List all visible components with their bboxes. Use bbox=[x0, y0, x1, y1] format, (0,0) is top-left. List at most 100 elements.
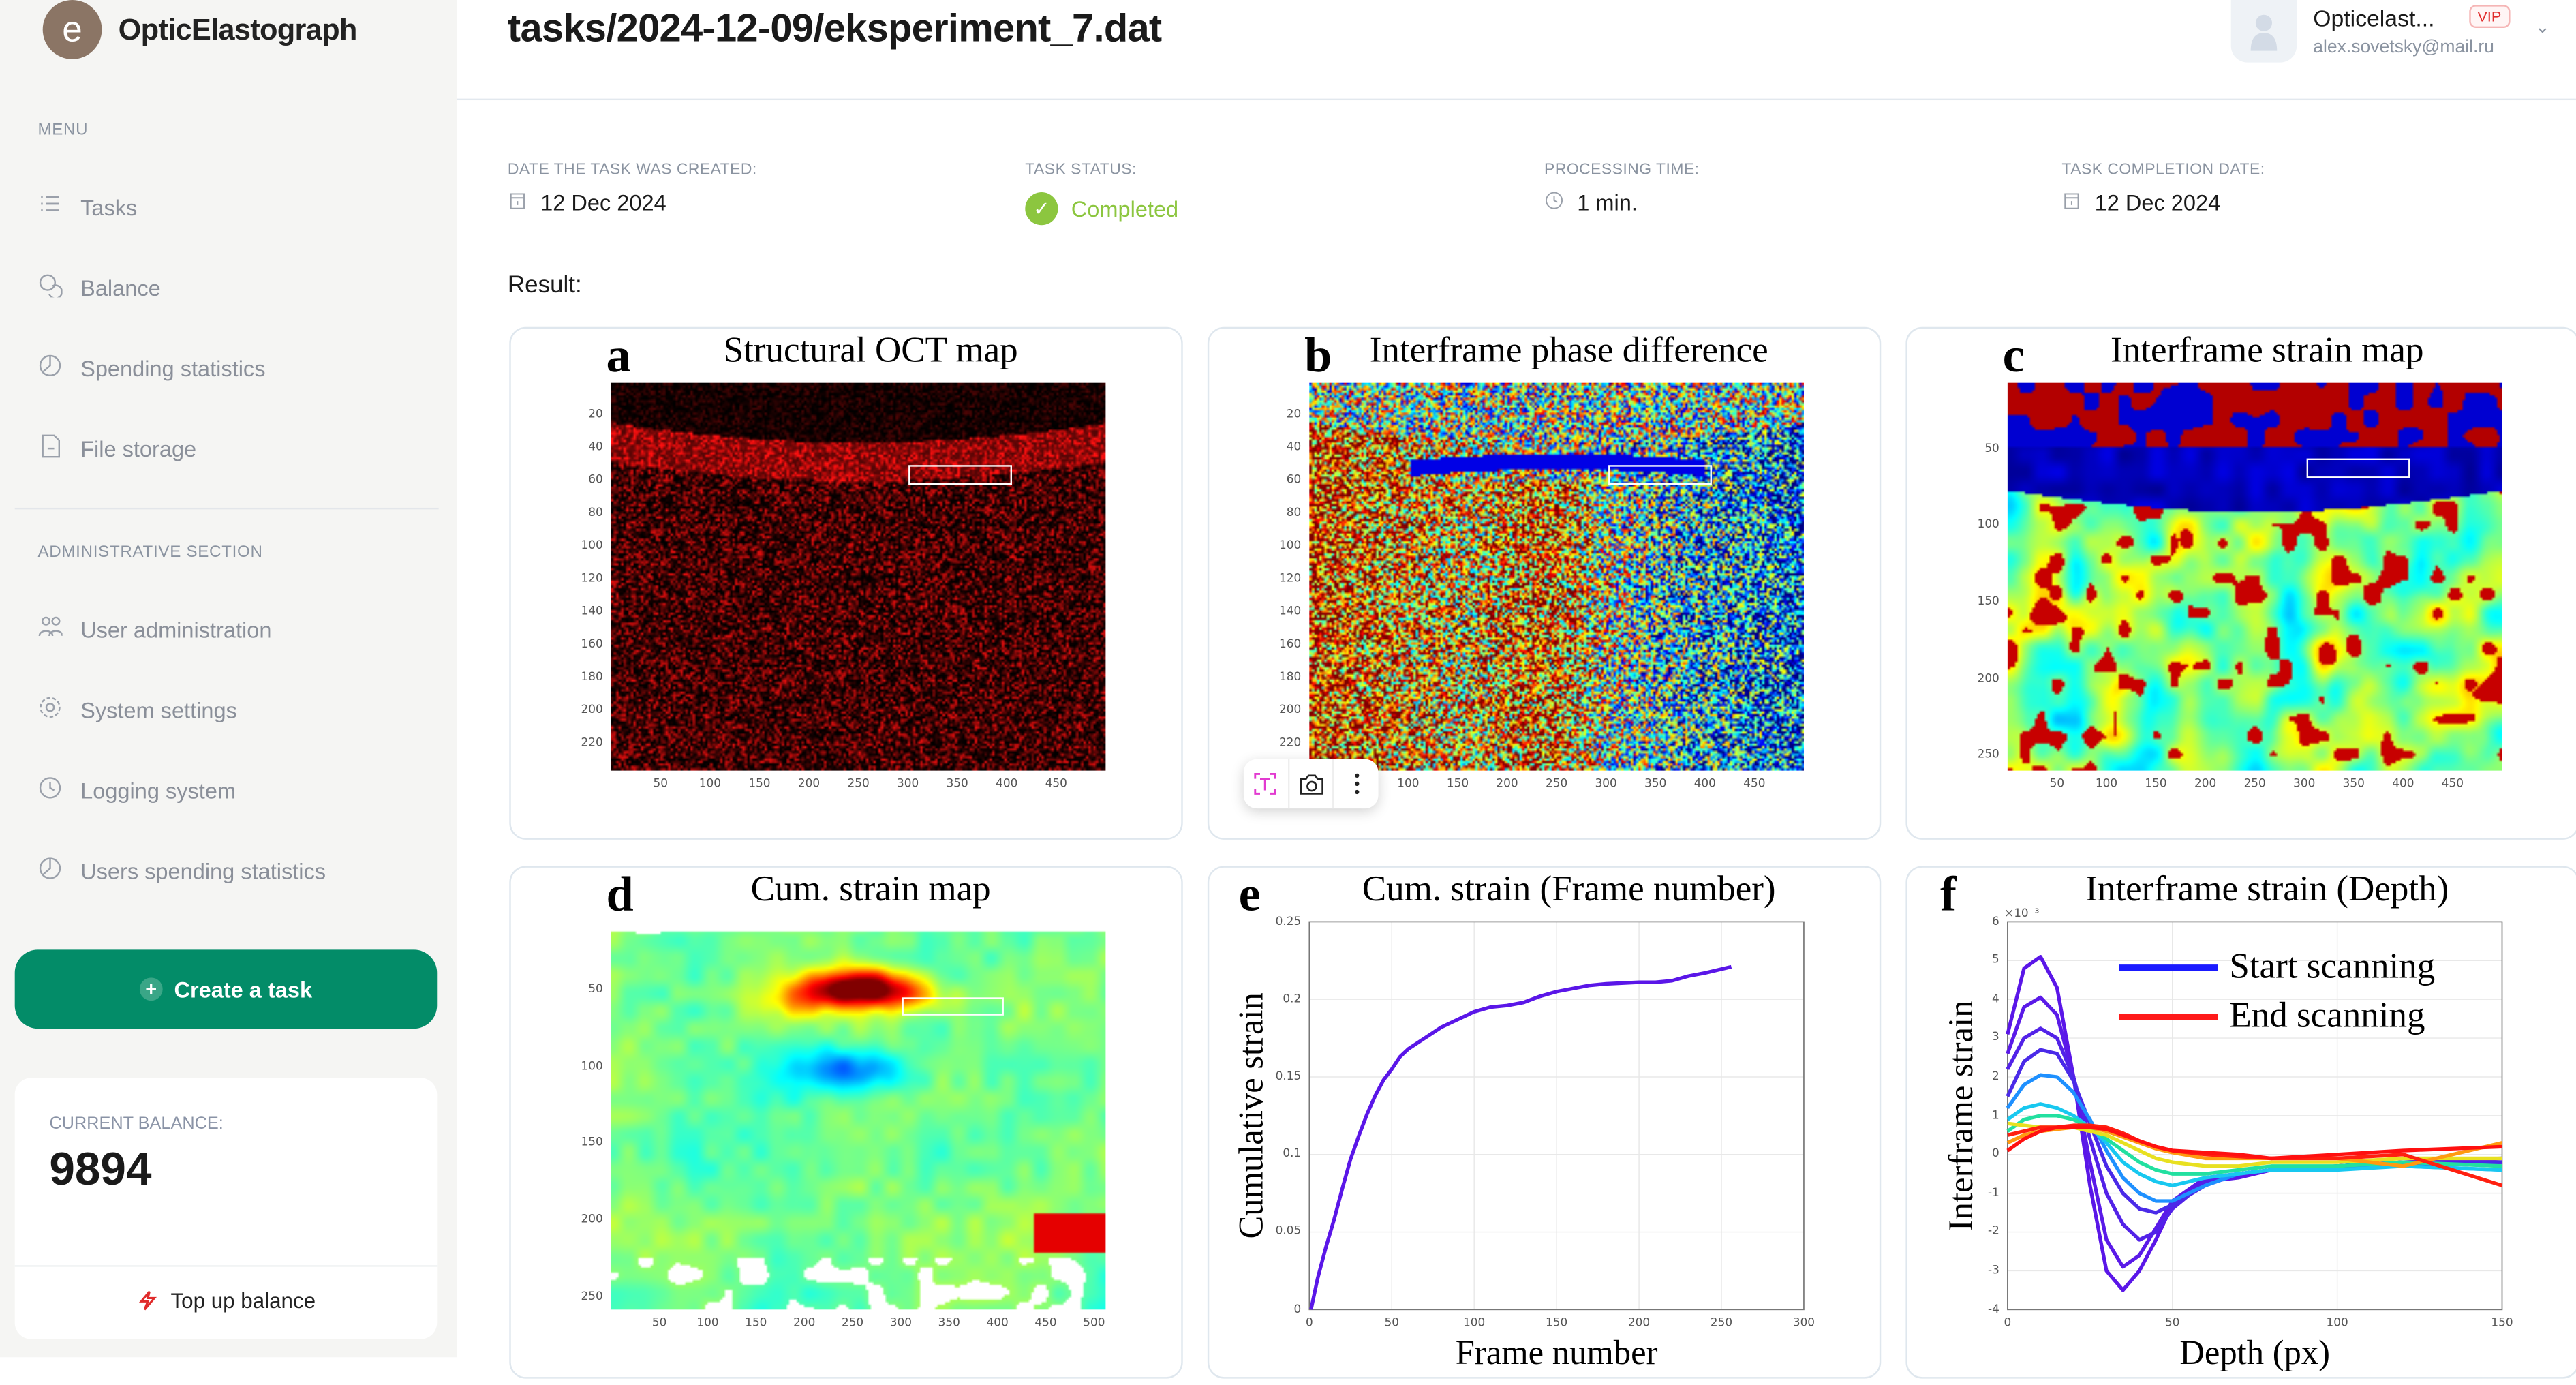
chart-svg bbox=[2006, 921, 2503, 1311]
tick-label: 2 bbox=[1992, 1069, 1999, 1083]
tick-label: 0.05 bbox=[1275, 1224, 1302, 1238]
sidebar-item-spending-statistics[interactable]: Spending statistics bbox=[37, 353, 265, 382]
tick-label: 0.1 bbox=[1283, 1146, 1302, 1161]
tick-label: 100 bbox=[581, 1059, 603, 1073]
tick-label: 400 bbox=[996, 777, 1018, 791]
tick-label: -3 bbox=[1987, 1263, 1999, 1277]
tick-label: 450 bbox=[2441, 777, 2464, 791]
panel-d: d Cum. strain map 50 100 150 200 250 300 350 400 4… bbox=[509, 866, 1183, 1379]
tick-label: 1 bbox=[1992, 1108, 1999, 1122]
tick-label: 150 bbox=[1446, 777, 1469, 791]
chart-letter: e bbox=[1238, 867, 1261, 922]
sidebar-item-balance[interactable]: Balance bbox=[37, 273, 161, 302]
info-value-text: 12 Dec 2024 bbox=[540, 190, 666, 215]
sidebar-item-label: User administration bbox=[80, 617, 272, 642]
chart-title: Interframe strain (Depth) bbox=[2085, 867, 2449, 909]
tick-label: 350 bbox=[946, 777, 968, 791]
info-value-2: 1 min. bbox=[1544, 191, 1638, 215]
create-task-label: Create a task bbox=[174, 977, 313, 1002]
tick-label: 160 bbox=[581, 637, 603, 650]
tick-label: 50 bbox=[2049, 777, 2065, 791]
y-axis-label: Interframe strain bbox=[1941, 1000, 1981, 1232]
coins-icon bbox=[37, 273, 63, 302]
tick-label: 100 bbox=[699, 777, 721, 791]
tick-label: 450 bbox=[1034, 1315, 1057, 1330]
legend-entry: Start scanning bbox=[2229, 945, 2436, 986]
chart-svg bbox=[1308, 921, 1805, 1311]
x-axis-label: Depth (px) bbox=[2179, 1333, 2331, 1372]
series-line-6 bbox=[2006, 1114, 2502, 1176]
sidebar-item-system-settings[interactable]: System settings bbox=[37, 695, 237, 725]
sidebar-item-label: Tasks bbox=[80, 194, 138, 219]
tick-label: -4 bbox=[1987, 1302, 1999, 1315]
tick-label: 6 bbox=[1992, 914, 1999, 928]
balance-label: CURRENT BALANCE: bbox=[49, 1114, 224, 1134]
sidebar-item-file-storage[interactable]: File storage bbox=[37, 433, 196, 463]
sidebar-item-label: Logging system bbox=[80, 778, 236, 803]
user-name[interactable]: Opticelast... bbox=[2313, 5, 2435, 31]
create-task-button[interactable]: + Create a task bbox=[14, 949, 438, 1029]
panel-letter: a bbox=[606, 329, 631, 383]
series-line-0 bbox=[1309, 964, 1732, 1310]
x-axis-label: Frame number bbox=[1455, 1333, 1658, 1372]
sidebar-item-logging-system[interactable]: Logging system bbox=[37, 776, 236, 805]
scan-text-icon[interactable] bbox=[1244, 759, 1289, 809]
tick-label: 60 bbox=[588, 472, 603, 486]
tick-label: 200 bbox=[1496, 777, 1518, 791]
map-image bbox=[1309, 382, 1804, 771]
sidebar-item-label: Spending statistics bbox=[80, 355, 266, 381]
tick-label: -2 bbox=[1987, 1224, 1999, 1238]
legend-entry: End scanning bbox=[2229, 994, 2425, 1035]
info-label: DATE THE TASK WAS CREATED: bbox=[507, 161, 757, 179]
tick-label: 50 bbox=[1984, 441, 1999, 455]
map-image bbox=[2007, 382, 2502, 771]
tick-label: 160 bbox=[1279, 637, 1302, 650]
tick-label: 3 bbox=[1992, 1031, 1999, 1044]
info-value-0: 12 Dec 2024 bbox=[508, 191, 666, 215]
tick-label: 300 bbox=[897, 777, 919, 791]
tick-label: 200 bbox=[1279, 702, 1302, 716]
more-vertical-icon[interactable] bbox=[1334, 759, 1378, 808]
tick-label: 150 bbox=[2145, 777, 2167, 791]
tick-label: 200 bbox=[797, 777, 821, 791]
tick-label: 20 bbox=[1286, 406, 1302, 420]
avatar[interactable] bbox=[2230, 0, 2297, 63]
sidebar-divider bbox=[14, 507, 439, 510]
info-label: TASK COMPLETION DATE: bbox=[2061, 161, 2265, 179]
info-value-text: 12 Dec 2024 bbox=[2094, 190, 2221, 215]
tick-label: -1 bbox=[1987, 1185, 1999, 1200]
info-label: PROCESSING TIME: bbox=[1544, 161, 1700, 179]
tick-label: 4 bbox=[1992, 992, 1999, 1005]
app-logo[interactable]: e bbox=[42, 0, 102, 59]
tick-label: 40 bbox=[588, 439, 603, 453]
menu-section-label: MENU bbox=[37, 121, 89, 140]
info-value-1: ✓ Completed bbox=[1025, 192, 1178, 226]
map-image bbox=[611, 922, 1106, 1310]
panel-letter: c bbox=[2002, 329, 2025, 383]
top-up-balance-button[interactable]: Top up balance bbox=[15, 1288, 438, 1313]
sidebar-item-tasks[interactable]: Tasks bbox=[37, 192, 137, 222]
page-title: tasks/2024-12-09/eksperiment_7.dat bbox=[507, 6, 1162, 51]
balance-value: 9894 bbox=[49, 1143, 152, 1195]
y-multiplier: ×10⁻³ bbox=[2004, 907, 2040, 920]
tick-label: 200 bbox=[581, 702, 603, 716]
tick-label: 140 bbox=[1279, 603, 1302, 618]
tick-label: 0 bbox=[1992, 1146, 1999, 1161]
sidebar-item-user-administration[interactable]: User administration bbox=[37, 615, 271, 644]
chevron-down-icon[interactable]: ⌄ bbox=[2534, 18, 2550, 38]
tick-label: 0 bbox=[1293, 1302, 1302, 1315]
check-circle-icon: ✓ bbox=[1025, 192, 1058, 226]
top-up-label: Top up balance bbox=[170, 1288, 316, 1313]
sidebar-item-users-spending-statistics[interactable]: Users spending statistics bbox=[37, 856, 326, 885]
camera-icon[interactable] bbox=[1289, 759, 1335, 809]
tick-label: 100 bbox=[1397, 777, 1420, 791]
chart-icon bbox=[37, 353, 62, 382]
panel-title: Cum. strain map bbox=[750, 867, 991, 909]
tick-label: 150 bbox=[2491, 1315, 2513, 1330]
info-value-text: 1 min. bbox=[1577, 190, 1638, 215]
panel-title: Interframe phase difference bbox=[1369, 329, 1768, 370]
chart-title: Cum. strain (Frame number) bbox=[1362, 867, 1776, 909]
panel-title: Structural OCT map bbox=[723, 329, 1018, 370]
balance-card: CURRENT BALANCE: 9894 Top up balance bbox=[14, 1078, 438, 1339]
